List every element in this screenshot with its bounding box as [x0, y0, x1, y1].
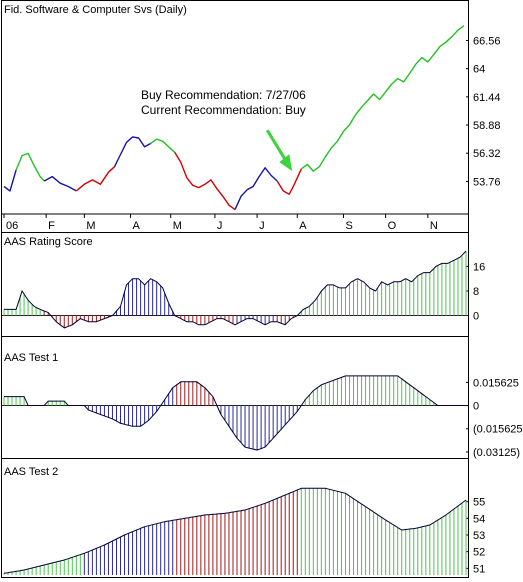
test2-ytick-label: 51 — [473, 563, 485, 575]
price-ytick-label: 64 — [473, 64, 485, 76]
price-month-label: M — [86, 220, 95, 232]
current-recommendation-label: Current Recommendation: Buy — [141, 103, 306, 117]
price-month-label: S — [345, 220, 352, 232]
price-month-label: J — [217, 220, 223, 232]
price-ytick-label: 61.44 — [473, 92, 501, 104]
rating-ytick-label: 0 — [473, 311, 479, 323]
test2-ytick-label: 55 — [473, 497, 485, 509]
price-line-segment-neutral — [43, 175, 77, 192]
price-line-segment-up — [15, 152, 45, 182]
price-title: Fid. Software & Computer Svs (Daily) — [4, 4, 187, 16]
test2-title: AAS Test 2 — [4, 466, 58, 478]
price-month-label: O — [388, 220, 397, 232]
test1-ytick-label: (0.03125) — [473, 447, 520, 459]
rating-panel-frame — [1, 232, 469, 337]
test1-ytick-label: 0.015625 — [473, 377, 519, 389]
price-line-segment-neutral — [3, 169, 17, 192]
buy-arrow-head — [279, 154, 293, 172]
price-line-segment-down — [276, 168, 302, 195]
rating-outline — [4, 250, 467, 329]
price-month-label: 06 — [6, 220, 18, 232]
price-line-segment-up — [300, 25, 465, 172]
test2-panel-frame — [1, 458, 469, 578]
price-line-segment-neutral — [234, 167, 278, 210]
rating-ytick-label: 8 — [473, 286, 479, 298]
price-line-segment-up — [150, 138, 176, 153]
buy-recommendation-label: Buy Recommendation: 7/27/06 — [141, 88, 306, 102]
test1-panel-frame — [1, 336, 469, 459]
test2-ytick-label: 53 — [473, 530, 485, 542]
chart-marks: 66.56 64 61.44 58.88 56.32 53.76 06 F M A M J J A S O N 1… — [2, 25, 523, 575]
price-line-segment-neutral — [113, 136, 151, 168]
price-month-label: J — [259, 220, 265, 232]
test1-title: AAS Test 1 — [4, 352, 58, 364]
test2-ytick-label: 52 — [473, 547, 485, 559]
price-line-segment-down — [174, 151, 236, 211]
price-month-label: M — [173, 220, 182, 232]
price-ytick-label: 56.32 — [473, 148, 501, 160]
price-line-segment-down — [75, 166, 115, 192]
price-month-label: A — [299, 220, 307, 232]
price-ytick-label: 58.88 — [473, 120, 501, 132]
price-ytick-label: 53.76 — [473, 176, 501, 188]
test2-outline — [3, 487, 467, 574]
price-ytick-label: 66.56 — [473, 35, 501, 47]
test2-ytick-label: 54 — [473, 513, 485, 525]
test1-ytick-label: 0 — [473, 401, 479, 413]
price-month-label: A — [133, 220, 141, 232]
rating-ytick-label: 16 — [473, 261, 485, 273]
price-month-label: F — [48, 220, 55, 232]
test1-ytick-label: (0.015625) — [473, 424, 523, 436]
price-month-label: N — [430, 220, 438, 232]
rating-title: AAS Rating Score — [4, 236, 93, 248]
test1-outline — [4, 375, 466, 451]
